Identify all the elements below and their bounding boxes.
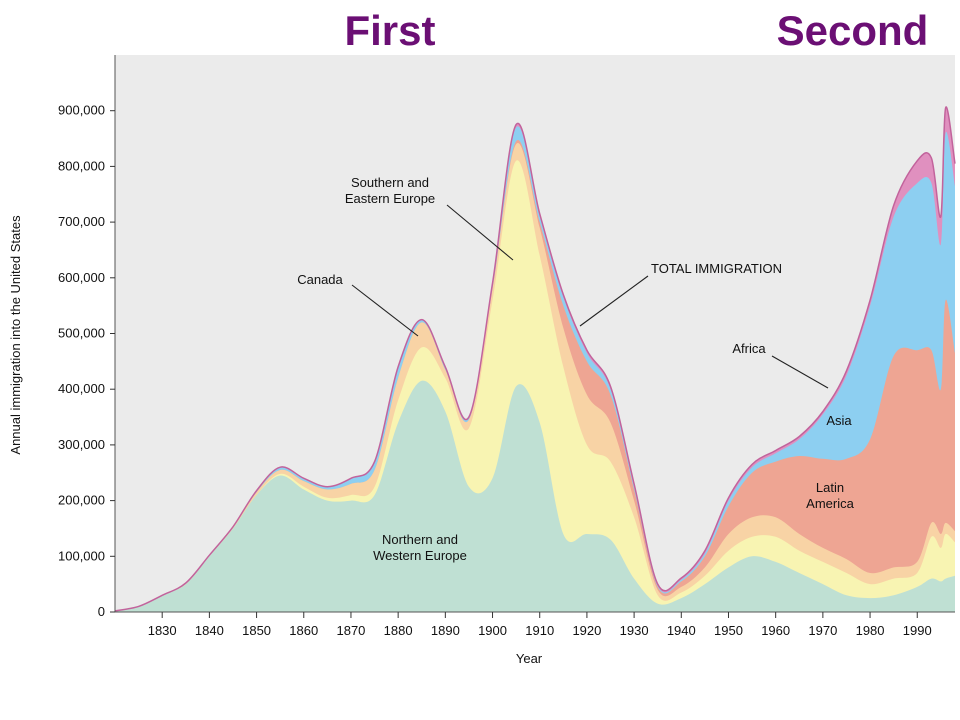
annotation-leader-line bbox=[771, 355, 829, 389]
y-tick-label: 900,000 bbox=[58, 103, 105, 118]
x-tick-label: 1980 bbox=[856, 623, 885, 638]
y-tick-label: 200,000 bbox=[58, 493, 105, 508]
x-tick-label: 1910 bbox=[525, 623, 554, 638]
annotation-label: Latin America bbox=[806, 480, 854, 511]
x-tick-label: 1830 bbox=[148, 623, 177, 638]
x-tick-label: 1950 bbox=[714, 623, 743, 638]
annotation-label: Africa bbox=[732, 341, 766, 356]
x-tick-label: 1970 bbox=[808, 623, 837, 638]
x-tick-label: 1840 bbox=[195, 623, 224, 638]
annotations: Southern and Eastern Europe Canada TOTAL IM… bbox=[297, 175, 854, 563]
y-tick-label: 600,000 bbox=[58, 270, 105, 285]
x-axis-label: Year bbox=[516, 651, 543, 666]
x-tick-label: 1900 bbox=[478, 623, 507, 638]
annotation-label: Canada bbox=[297, 272, 343, 287]
x-tick-label: 1870 bbox=[336, 623, 365, 638]
y-tick-label: 300,000 bbox=[58, 437, 105, 452]
area-northern-and-western-europe bbox=[115, 380, 955, 612]
annotation-label: TOTAL IMMIGRATION bbox=[651, 261, 782, 276]
area-southern-and-eastern-europe bbox=[115, 160, 955, 612]
y-tick-label: 400,000 bbox=[58, 381, 105, 396]
x-tick-label: 1930 bbox=[620, 623, 649, 638]
x-tick-label: 1850 bbox=[242, 623, 271, 638]
y-tick-label: 700,000 bbox=[58, 214, 105, 229]
series-areas bbox=[114, 106, 956, 613]
axes: 0 100,000 200,000 300,000 400,000 500,000 600,… bbox=[8, 55, 955, 666]
x-tick-label: 1920 bbox=[572, 623, 601, 638]
x-tick-label: 1960 bbox=[761, 623, 790, 638]
annotation-label: Asia bbox=[826, 413, 852, 428]
total-immigration-line bbox=[114, 106, 956, 612]
annotation-leader-line bbox=[351, 284, 419, 337]
x-tick-label: 1880 bbox=[384, 623, 413, 638]
x-tick-label: 1860 bbox=[289, 623, 318, 638]
annotation-leader-line bbox=[446, 204, 514, 261]
annotation-label: Southern and Eastern Europe bbox=[345, 175, 435, 206]
annotation-leader-line bbox=[579, 275, 649, 327]
x-tick-label: 1940 bbox=[667, 623, 696, 638]
x-tick-label: 1990 bbox=[903, 623, 932, 638]
y-tick-label: 800,000 bbox=[58, 158, 105, 173]
y-tick-label: 100,000 bbox=[58, 548, 105, 563]
x-tick-label: 1890 bbox=[431, 623, 460, 638]
y-tick-label: 0 bbox=[98, 604, 105, 619]
y-tick-label: 500,000 bbox=[58, 326, 105, 341]
annotation-label: Northern and Western Europe bbox=[373, 532, 467, 563]
y-axis-label: Annual immigration into the United State… bbox=[8, 215, 23, 455]
